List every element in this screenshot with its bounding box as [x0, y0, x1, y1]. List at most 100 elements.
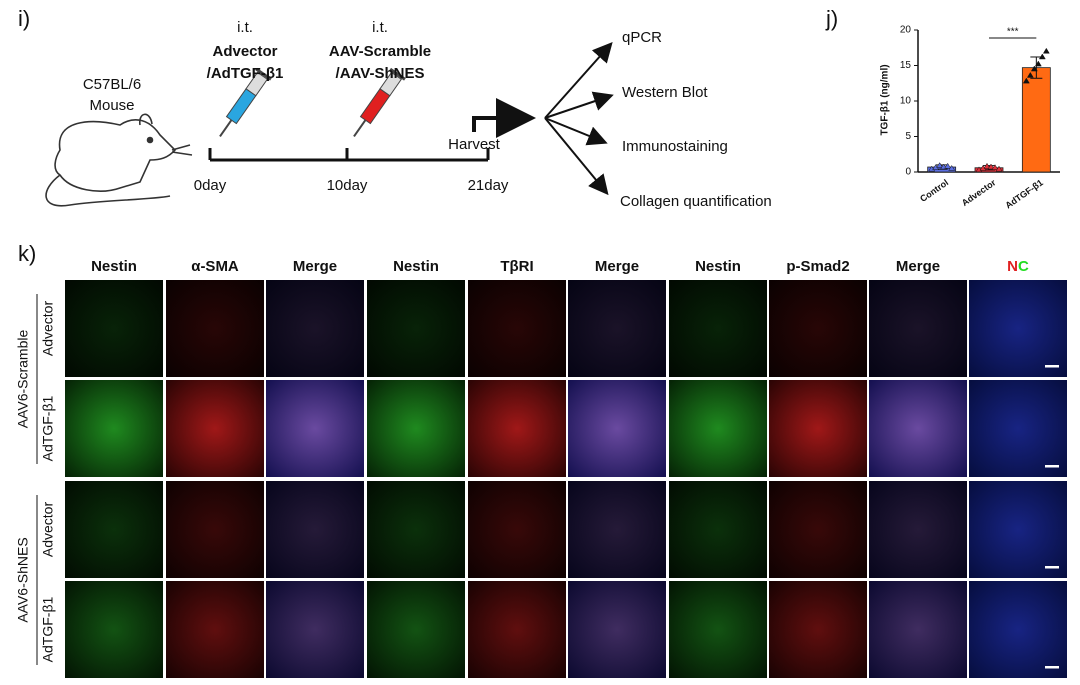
syringe-blue: [219, 67, 272, 138]
micrograph: [65, 380, 163, 477]
significance: ***: [1007, 27, 1019, 38]
micrograph: [869, 280, 967, 377]
micrograph: [65, 581, 163, 678]
panel-label: k): [18, 241, 36, 266]
syringe-red: [353, 67, 406, 138]
column-header: Nestin: [695, 258, 741, 275]
data-point: [1022, 77, 1030, 84]
micrograph: [468, 280, 566, 377]
timepoint: 21day: [468, 177, 509, 194]
micrograph: [367, 280, 465, 377]
timepoint: 10day: [327, 177, 368, 194]
micrograph: [769, 581, 867, 678]
y-tick-label: 15: [900, 60, 912, 71]
column-header: Merge: [595, 258, 639, 275]
micrograph: [166, 481, 264, 578]
scale-bar: [1045, 365, 1059, 368]
route: i.t.: [237, 19, 253, 36]
micrograph: [65, 280, 163, 377]
row-label: AdTGF-β1: [40, 596, 56, 662]
panel-label: i): [18, 6, 30, 31]
micrograph: [869, 581, 967, 678]
analysis: Collagen quantification: [620, 193, 772, 210]
agent: AAV-Scramble: [329, 43, 431, 60]
micrograph: [669, 481, 767, 578]
micrograph: [166, 280, 264, 377]
panel-label: j): [825, 6, 838, 31]
panel-i: [45, 42, 614, 207]
micrograph: [669, 380, 767, 477]
micrograph: [266, 380, 364, 477]
column-header: Merge: [896, 258, 940, 275]
data-point: [1026, 71, 1034, 78]
timeline: [208, 148, 490, 162]
agent: Advector: [212, 43, 277, 60]
micrograph: [166, 380, 264, 477]
micrograph: [769, 481, 867, 578]
column-header: TβRI: [500, 258, 533, 275]
header-letter: N: [1007, 258, 1018, 275]
x-tick-label: Advector: [960, 177, 998, 208]
harvest-arrow: [472, 98, 536, 138]
micrograph: [367, 481, 465, 578]
analysis: Western Blot: [622, 84, 708, 101]
micrograph: [266, 481, 364, 578]
data-point: [1042, 47, 1050, 54]
micrograph: [367, 581, 465, 678]
micrograph: [468, 581, 566, 678]
scale-bar: [1045, 566, 1059, 569]
y-tick-label: 10: [900, 96, 912, 107]
data-point: [991, 164, 999, 170]
row-label: Advector: [40, 301, 56, 357]
analysis-arrows: [544, 42, 614, 196]
header-letter: C: [1018, 258, 1029, 275]
micrograph: [969, 581, 1067, 678]
subject: C57BL/6: [83, 76, 141, 93]
agent: /AAV-ShNES: [336, 65, 425, 82]
agent: /AdTGF-β1: [207, 65, 284, 82]
timepoint: 0day: [194, 177, 227, 194]
x-tick-label: AdTGF-β1: [1003, 177, 1044, 210]
route: i.t.: [372, 19, 388, 36]
column-header: p-Smad2: [786, 258, 849, 275]
y-tick-label: 0: [905, 167, 911, 178]
micrograph: [568, 380, 666, 477]
group-label: AAV6-Scramble: [15, 330, 31, 429]
micrograph: [266, 280, 364, 377]
x-tick-label: Control: [918, 177, 950, 204]
data-point: [944, 162, 952, 169]
scale-bar: [1045, 666, 1059, 669]
mouse-icon: [45, 113, 193, 207]
micrograph: [367, 380, 465, 477]
data-point: [983, 162, 991, 169]
micrograph: [669, 280, 767, 377]
harvest: Harvest: [448, 136, 501, 153]
row-label: Advector: [40, 502, 56, 558]
column-header: Merge: [293, 258, 337, 275]
micrograph: [468, 481, 566, 578]
micrograph: [669, 581, 767, 678]
micrograph: [969, 380, 1067, 477]
micrograph: [266, 581, 364, 678]
scale-bar: [1045, 465, 1059, 468]
data-point: [948, 164, 956, 171]
micrograph: [568, 481, 666, 578]
group-label: AAV6-ShNES: [15, 537, 31, 622]
data-point: [1038, 53, 1046, 60]
column-header: α-SMA: [191, 258, 239, 275]
analysis: Immunostaining: [622, 138, 728, 155]
data-point: [1030, 65, 1038, 72]
micrograph: [769, 380, 867, 477]
data-point: [1034, 60, 1042, 67]
y-axis-label: TGF-β1 (ng/ml): [880, 64, 891, 135]
analysis: qPCR: [622, 29, 662, 46]
column-header: Nestin: [91, 258, 137, 275]
micrograph: [468, 380, 566, 477]
column-header: Nestin: [393, 258, 439, 275]
micrograph: [869, 380, 967, 477]
micrograph: [769, 280, 867, 377]
micrograph: [969, 481, 1067, 578]
micrograph: [568, 581, 666, 678]
micrograph: [65, 481, 163, 578]
